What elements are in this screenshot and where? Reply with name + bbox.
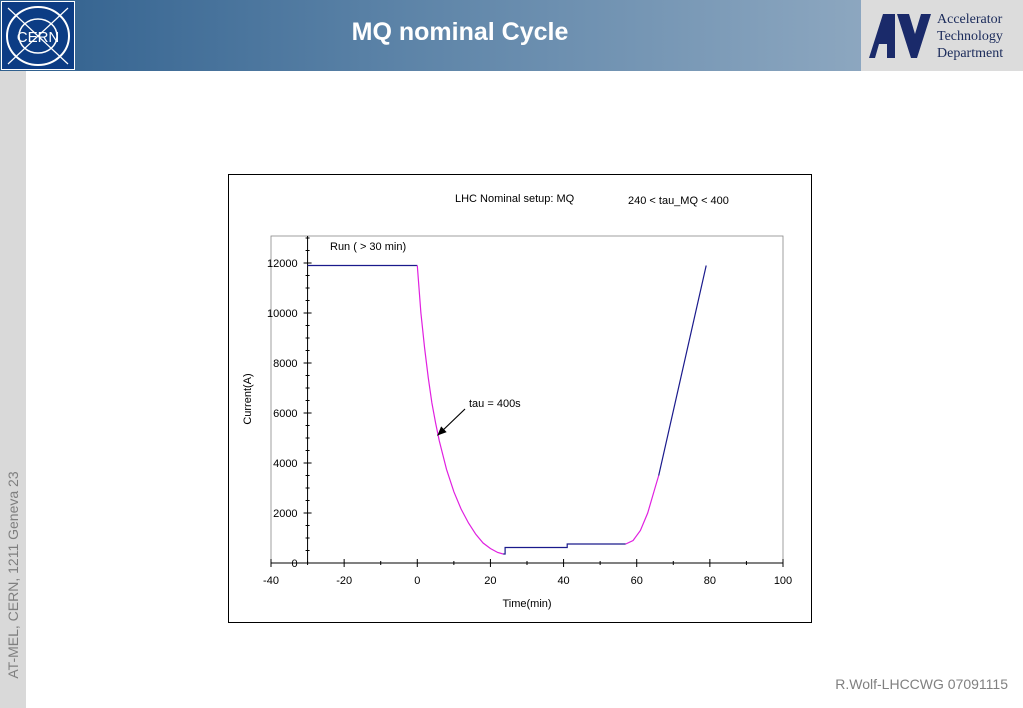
footer-credit: R.Wolf-LHCCWG 07091115 <box>835 676 1008 692</box>
series-line-3 <box>625 475 660 545</box>
run-annotation: Run ( > 30 min) <box>330 241 406 253</box>
tau-annotation: tau = 400s <box>469 398 521 410</box>
x-tick-label: 60 <box>631 575 643 587</box>
x-axis-label: Time(min) <box>502 598 551 610</box>
atd-line-1: Accelerator <box>937 12 1003 27</box>
series-line-2 <box>503 543 626 555</box>
y-axis-label: Current(A) <box>242 373 254 424</box>
tau-arrow-head <box>437 426 447 436</box>
y-tick-label: 6000 <box>273 408 297 420</box>
y-axis: 0 2000 4000 6000 8000 10000 12000 <box>267 236 312 570</box>
x-tick-label: 100 <box>774 575 792 587</box>
x-tick-label: 0 <box>414 575 420 587</box>
atd-line-3: Department <box>937 46 1004 61</box>
header-banner: CERN MQ nominal Cycle Accelerator Techno… <box>0 0 1023 71</box>
y-tick-label: 4000 <box>273 458 297 470</box>
page-title: MQ nominal Cycle <box>351 18 569 46</box>
x-tick-label: 20 <box>484 575 496 587</box>
atd-emblem-icon <box>869 14 931 58</box>
x-tick-label: -20 <box>336 575 352 587</box>
y-tick-label: 12000 <box>267 258 298 270</box>
chart-title: LHC Nominal setup: MQ <box>455 193 575 205</box>
cern-logo-text: CERN <box>17 29 60 46</box>
chart-frame: LHC Nominal setup: MQ 240 < tau_MQ < 400… <box>228 174 812 623</box>
x-tick-label: -40 <box>263 575 279 587</box>
cern-logo: CERN <box>1 1 75 70</box>
y-tick-label: 0 <box>291 558 297 570</box>
x-tick-label: 80 <box>704 575 716 587</box>
atd-logo: Accelerator Technology Department <box>861 0 1023 71</box>
atd-line-2: Technology <box>937 29 1003 44</box>
chart-svg: LHC Nominal setup: MQ 240 < tau_MQ < 400… <box>242 193 792 610</box>
sidebar-address: AT-MEL, CERN, 1211 Geneva 23 <box>5 471 21 679</box>
x-tick-label: 40 <box>557 575 569 587</box>
left-sidebar <box>0 71 26 708</box>
plot-area <box>270 235 784 564</box>
x-axis: -40 -20 0 20 40 60 80 100 <box>263 559 792 587</box>
y-tick-label: 8000 <box>273 358 297 370</box>
series-line-1 <box>416 265 504 555</box>
y-tick-label: 10000 <box>267 308 298 320</box>
chart-subtitle: 240 < tau_MQ < 400 <box>628 195 729 207</box>
cern-emblem-icon: CERN <box>6 6 70 66</box>
series-group <box>307 264 707 555</box>
y-tick-label: 2000 <box>273 508 297 520</box>
series-line-4 <box>658 265 707 476</box>
